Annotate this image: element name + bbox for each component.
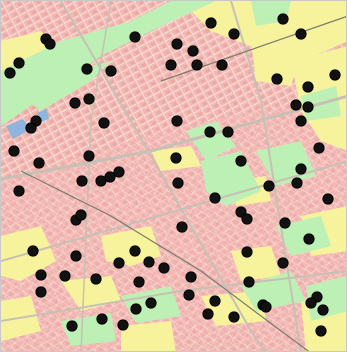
black-circle-marker[interactable] (117, 319, 129, 331)
black-circle-marker[interactable] (27, 245, 39, 257)
black-circle-marker[interactable] (315, 325, 327, 337)
black-circle-marker[interactable] (191, 59, 203, 71)
black-circle-marker[interactable] (271, 73, 283, 85)
black-circle-marker[interactable] (66, 320, 78, 332)
black-circle-marker[interactable] (59, 270, 71, 282)
black-circle-marker[interactable] (205, 17, 217, 29)
black-circle-marker[interactable] (90, 273, 102, 285)
black-circle-marker[interactable] (313, 142, 325, 154)
black-circle-marker[interactable] (291, 177, 303, 189)
black-circle-marker[interactable] (13, 185, 25, 197)
black-circle-marker[interactable] (83, 93, 95, 105)
black-circle-marker[interactable] (165, 59, 177, 71)
black-circle-marker[interactable] (228, 28, 240, 40)
black-circle-marker[interactable] (277, 13, 289, 25)
black-circle-marker[interactable] (129, 245, 141, 257)
marker-layer (4, 13, 341, 337)
black-circle-marker[interactable] (302, 81, 314, 93)
black-circle-marker[interactable] (98, 117, 110, 129)
black-circle-marker[interactable] (35, 286, 47, 298)
black-circle-marker[interactable] (185, 271, 197, 283)
black-circle-marker[interactable] (277, 257, 289, 269)
black-circle-marker[interactable] (228, 311, 240, 323)
black-circle-marker[interactable] (130, 303, 142, 315)
black-circle-marker[interactable] (170, 152, 182, 164)
black-circle-marker[interactable] (129, 31, 141, 43)
black-circle-marker[interactable] (204, 126, 216, 138)
black-circle-marker[interactable] (75, 209, 87, 221)
black-circle-marker[interactable] (4, 67, 16, 79)
black-circle-marker[interactable] (303, 233, 315, 245)
black-circle-marker[interactable] (302, 101, 314, 113)
black-circle-marker[interactable] (113, 257, 125, 269)
black-circle-marker[interactable] (295, 163, 307, 175)
black-circle-marker[interactable] (70, 250, 82, 262)
black-circle-marker[interactable] (305, 297, 317, 309)
black-circle-marker[interactable] (133, 276, 145, 288)
black-circle-marker[interactable] (96, 313, 108, 325)
black-circle-marker[interactable] (183, 289, 195, 301)
black-circle-marker[interactable] (235, 155, 247, 167)
black-circle-marker[interactable] (243, 276, 255, 288)
black-circle-marker[interactable] (113, 166, 125, 178)
black-circle-marker[interactable] (76, 175, 88, 187)
black-circle-marker[interactable] (187, 45, 199, 57)
black-circle-marker[interactable] (13, 57, 25, 69)
black-circle-marker[interactable] (83, 150, 95, 162)
black-circle-marker[interactable] (25, 122, 37, 134)
black-circle-marker[interactable] (171, 115, 183, 127)
black-circle-marker[interactable] (81, 63, 93, 75)
black-circle-marker[interactable] (317, 304, 329, 316)
black-circle-marker[interactable] (69, 97, 81, 109)
black-circle-marker[interactable] (322, 193, 334, 205)
black-circle-marker[interactable] (44, 38, 56, 50)
black-circle-marker[interactable] (329, 69, 341, 81)
black-circle-marker[interactable] (222, 126, 234, 138)
black-circle-marker[interactable] (295, 115, 307, 127)
black-circle-marker[interactable] (35, 269, 47, 281)
black-circle-marker[interactable] (216, 59, 228, 71)
black-circle-marker[interactable] (143, 256, 155, 268)
black-circle-marker[interactable] (209, 192, 221, 204)
black-circle-marker[interactable] (8, 145, 20, 157)
black-circle-marker[interactable] (209, 295, 221, 307)
black-circle-marker[interactable] (263, 180, 275, 192)
black-circle-marker[interactable] (295, 28, 307, 40)
black-circle-marker[interactable] (260, 301, 272, 313)
black-circle-marker[interactable] (105, 65, 117, 77)
black-circle-marker[interactable] (172, 177, 184, 189)
black-circle-marker[interactable] (158, 262, 170, 274)
rail-line (20, 16, 346, 351)
black-circle-marker[interactable] (145, 297, 157, 309)
black-circle-marker[interactable] (176, 221, 188, 233)
black-circle-marker[interactable] (290, 99, 302, 111)
black-circle-marker[interactable] (279, 217, 291, 229)
black-circle-marker[interactable] (241, 246, 253, 258)
black-circle-marker[interactable] (241, 213, 253, 225)
black-circle-marker[interactable] (202, 308, 214, 320)
black-circle-marker[interactable] (171, 38, 183, 50)
black-circle-marker[interactable] (33, 157, 45, 169)
black-circle-marker[interactable] (104, 171, 116, 183)
